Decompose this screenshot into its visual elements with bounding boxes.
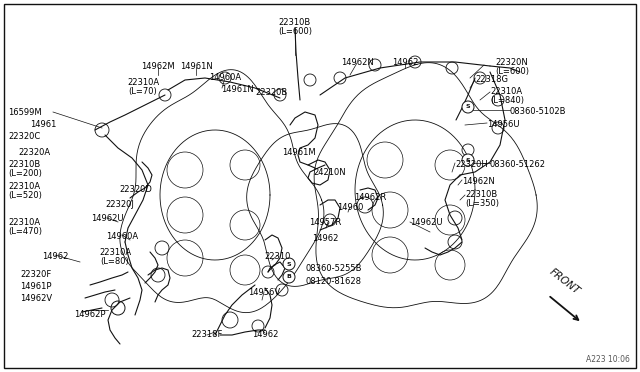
Text: 14962P: 14962P: [74, 310, 106, 319]
Text: (L=350): (L=350): [465, 199, 499, 208]
Text: 16599M: 16599M: [8, 108, 42, 117]
Text: 22310B: 22310B: [279, 18, 311, 27]
Circle shape: [462, 101, 474, 113]
Text: 22310A: 22310A: [8, 182, 40, 191]
Text: 14961M: 14961M: [282, 148, 316, 157]
Text: 22320C: 22320C: [8, 132, 40, 141]
Text: 22310A: 22310A: [8, 218, 40, 227]
Text: 14956V: 14956V: [248, 288, 280, 297]
Text: 22310: 22310: [265, 252, 291, 261]
Text: 22310A: 22310A: [490, 87, 522, 96]
Text: 14961N: 14961N: [180, 62, 212, 71]
Text: 22320D: 22320D: [120, 185, 152, 194]
Text: 22320N: 22320N: [495, 58, 528, 67]
Text: 14962: 14962: [252, 330, 278, 339]
Text: (L=520): (L=520): [8, 191, 42, 200]
Text: 14962: 14962: [312, 234, 338, 243]
Text: 14961P: 14961P: [20, 282, 51, 291]
Text: 14962M: 14962M: [141, 62, 175, 71]
Text: (L=600): (L=600): [495, 67, 529, 76]
Text: 14957R: 14957R: [309, 218, 341, 227]
Text: 14962R: 14962R: [354, 193, 386, 202]
Text: (L=70): (L=70): [129, 87, 157, 96]
Text: 14960: 14960: [337, 203, 363, 212]
Text: 14961N: 14961N: [221, 85, 253, 94]
Text: 14962N: 14962N: [340, 58, 373, 67]
Circle shape: [462, 154, 474, 166]
Text: 08360-5102B: 08360-5102B: [510, 107, 566, 116]
Text: 14960A: 14960A: [209, 73, 241, 82]
Text: (L=600): (L=600): [278, 27, 312, 36]
Text: 14962: 14962: [42, 252, 68, 261]
Text: 24210N: 24210N: [314, 168, 346, 177]
Text: B: B: [287, 275, 291, 279]
Circle shape: [283, 271, 295, 283]
Text: 22310B: 22310B: [465, 190, 497, 199]
Text: 22310A: 22310A: [127, 78, 159, 87]
Circle shape: [283, 258, 295, 270]
Text: 22320B: 22320B: [256, 88, 288, 97]
Text: (L=200): (L=200): [8, 169, 42, 178]
Text: 22318F: 22318F: [191, 330, 223, 339]
Text: S: S: [287, 262, 291, 266]
Text: 22310B: 22310B: [8, 160, 40, 169]
Text: (L=840): (L=840): [490, 96, 524, 105]
Text: 14956U: 14956U: [487, 120, 520, 129]
Text: 14962V: 14962V: [20, 294, 52, 303]
Text: 14962U: 14962U: [410, 218, 442, 227]
Text: 14961: 14961: [30, 120, 56, 129]
Text: FRONT: FRONT: [548, 267, 582, 297]
Text: 14960A: 14960A: [106, 232, 138, 241]
Text: 22320F: 22320F: [20, 270, 51, 279]
Text: S: S: [466, 105, 470, 109]
Text: 08360-51262: 08360-51262: [490, 160, 546, 169]
Text: 14962N: 14962N: [462, 177, 495, 186]
Text: 08120-81628: 08120-81628: [306, 277, 362, 286]
Text: A223 10:06: A223 10:06: [586, 355, 630, 364]
Text: 22320J: 22320J: [106, 200, 134, 209]
Text: 22320A: 22320A: [18, 148, 50, 157]
Text: 14962U: 14962U: [91, 214, 124, 223]
Text: 08360-5255B: 08360-5255B: [306, 264, 362, 273]
Text: 22310A: 22310A: [99, 248, 131, 257]
Text: (L=80): (L=80): [100, 257, 129, 266]
Text: S: S: [466, 157, 470, 163]
Text: (L=470): (L=470): [8, 227, 42, 236]
Text: 14962: 14962: [392, 58, 418, 67]
Text: 22320H: 22320H: [455, 160, 488, 169]
Text: 22318G: 22318G: [475, 75, 508, 84]
